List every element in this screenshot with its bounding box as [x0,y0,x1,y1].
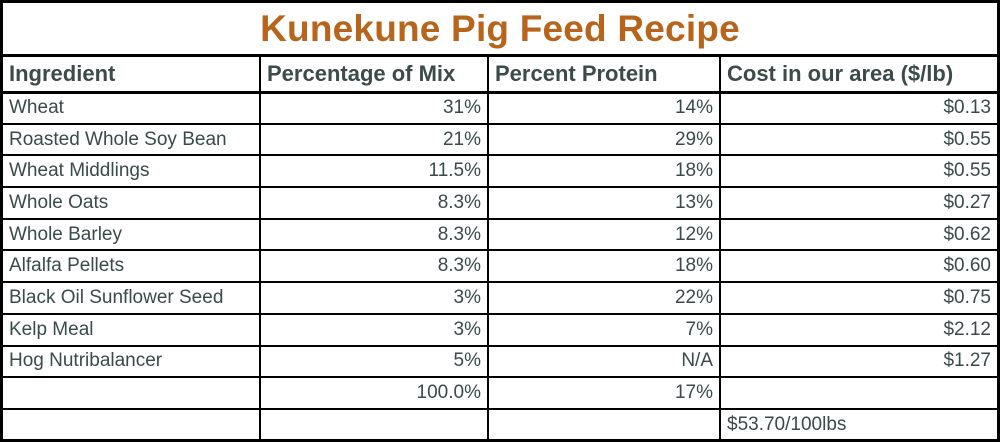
total-protein-cell: 17% [488,377,721,410]
table-row: Wheat 31% 14% $0.13 [3,92,997,125]
ingredient-cell: Black Oil Sunflower Seed [3,282,261,315]
cost-cell: $0.55 [720,123,997,157]
protein-cell: N/A [488,345,721,379]
header-cost: Cost in our area ($/lb) [720,57,997,94]
header-percentage: Percentage of Mix [260,57,489,94]
cost-total-row: $53.70/100lbs [3,408,997,441]
percentage-cell: 8.3% [260,250,489,284]
ingredient-cell: Hog Nutribalancer [3,345,261,379]
ingredient-cell: Wheat [3,92,261,125]
protein-cell: 7% [488,313,721,347]
totals-row: 100.0% 17% [3,377,997,410]
cost-cell: $0.62 [720,218,997,252]
ingredient-cell: Alfalfa Pellets [3,250,261,284]
table-row: Alfalfa Pellets 8.3% 18% $0.60 [3,250,997,284]
protein-cell: 18% [488,250,721,284]
page-title: Kunekune Pig Feed Recipe [260,8,740,49]
cost-cell: $0.55 [720,155,997,189]
header-row: Ingredient Percentage of Mix Percent Pro… [3,57,997,94]
protein-cell: 18% [488,155,721,189]
total-percentage-cell: 100.0% [260,377,489,410]
percentage-cell: 8.3% [260,187,489,220]
table-row: Whole Oats 8.3% 13% $0.27 [3,187,997,220]
percentage-cell: 3% [260,282,489,315]
title-row: Kunekune Pig Feed Recipe [3,3,997,57]
ingredient-cell: Kelp Meal [3,313,261,347]
cost-cell: $1.27 [720,345,997,379]
empty-cell [488,408,721,441]
percentage-cell: 21% [260,123,489,157]
percentage-cell: 5% [260,345,489,379]
feed-table: Ingredient Percentage of Mix Percent Pro… [3,57,997,441]
table-row: Black Oil Sunflower Seed 3% 22% $0.75 [3,282,997,315]
table-row: Hog Nutribalancer 5% N/A $1.27 [3,345,997,379]
empty-cell [720,377,997,410]
protein-cell: 12% [488,218,721,252]
percentage-cell: 3% [260,313,489,347]
protein-cell: 14% [488,92,721,125]
protein-cell: 13% [488,187,721,220]
cost-cell: $0.75 [720,282,997,315]
cost-cell: $0.27 [720,187,997,220]
protein-cell: 29% [488,123,721,157]
empty-cell [3,377,261,410]
cost-cell: $0.13 [720,92,997,125]
table-row: Roasted Whole Soy Bean 21% 29% $0.55 [3,123,997,157]
percentage-cell: 31% [260,92,489,125]
cost-cell: $2.12 [720,313,997,347]
table-row: Wheat Middlings 11.5% 18% $0.55 [3,155,997,189]
protein-cell: 22% [488,282,721,315]
ingredient-cell: Whole Oats [3,187,261,220]
table-row: Kelp Meal 3% 7% $2.12 [3,313,997,347]
total-cost-cell: $53.70/100lbs [727,414,847,436]
cost-cell: $0.60 [720,250,997,284]
percentage-cell: 11.5% [260,155,489,189]
empty-cell [260,408,489,441]
header-ingredient: Ingredient [3,57,261,94]
empty-cell [3,408,261,441]
ingredient-cell: Roasted Whole Soy Bean [3,123,261,157]
percentage-cell: 8.3% [260,218,489,252]
table-row: Whole Barley 8.3% 12% $0.62 [3,218,997,252]
ingredient-cell: Wheat Middlings [3,155,261,189]
ingredient-cell: Whole Barley [3,218,261,252]
header-protein: Percent Protein [488,57,721,94]
